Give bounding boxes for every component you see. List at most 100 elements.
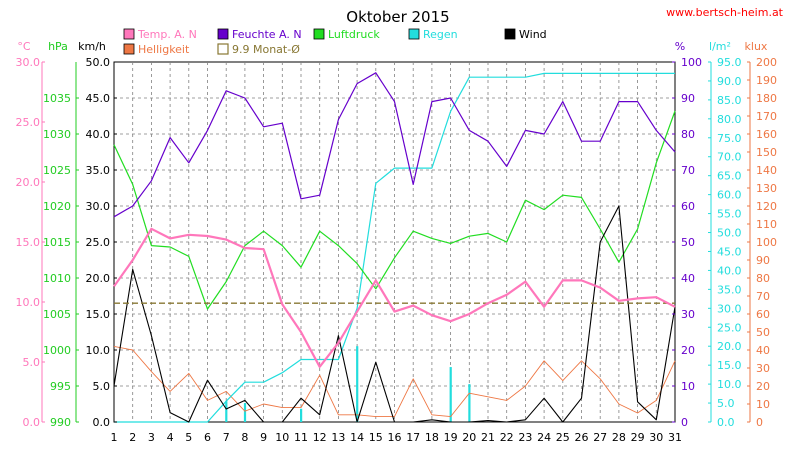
tick-label-lux: 0 [756, 416, 763, 429]
tick-label-lux: 70 [756, 290, 770, 303]
legend-label-feuchte-a-n: Feuchte A. N [232, 28, 302, 41]
legend-label-9-9-monat: 9.9 Monat-Ø [232, 43, 300, 56]
tick-label-rain: 95.0 [717, 56, 742, 69]
tick-label-lux: 180 [756, 92, 777, 105]
x-tick-label: 23 [518, 431, 532, 444]
tick-label-rain: 15.0 [717, 359, 742, 372]
series-feuchte-a-n [113, 72, 676, 218]
axis-unit-rain: l/m² [709, 40, 731, 53]
axis-unit-lux: klux [745, 40, 768, 53]
legend-swatch-regen [408, 28, 420, 40]
x-tick-label: 19 [444, 431, 458, 444]
tick-label-humidity: 20 [681, 344, 695, 357]
x-tick-label: 16 [388, 431, 402, 444]
series-temp-a-n [113, 227, 676, 368]
rain-bar-day-8 [243, 403, 247, 422]
tick-label-humidity: 0 [681, 416, 688, 429]
legend: Temp. A. N Feuchte A. N Luftdruck Regen Wind… [123, 28, 547, 56]
tick-label-humidity: 40 [681, 272, 695, 285]
tick-label-wind: 50.0 [86, 56, 111, 69]
tick-label-pressure: 990 [50, 416, 71, 429]
x-tick-label: 20 [462, 431, 476, 444]
tick-label-lux: 120 [756, 200, 777, 213]
x-tick-label: 17 [406, 431, 420, 444]
tick-label-rain: 25.0 [717, 321, 742, 334]
tick-label-pressure: 1020 [43, 200, 71, 213]
x-tick-label: 8 [241, 431, 248, 444]
rain-bar-day-7 [225, 401, 228, 422]
x-tick-label: 7 [223, 431, 230, 444]
grid [114, 62, 675, 422]
source-url: www.bertsch-heim.at [666, 6, 784, 19]
tick-label-pressure: 1035 [43, 92, 71, 105]
tick-label-rain: 0.0 [717, 416, 735, 429]
axis-unit-humidity: % [675, 40, 685, 53]
tick-label-wind: 20.0 [86, 272, 111, 285]
series-luftdruck [113, 110, 676, 310]
tick-label-wind: 5.0 [93, 380, 111, 393]
axis-unit-wind: km/h [78, 40, 106, 53]
tick-label-wind: 10.0 [86, 344, 111, 357]
tick-label-rain: 75.0 [717, 132, 742, 145]
tick-label-temp: 5.0 [23, 356, 41, 369]
x-tick-label: 24 [537, 431, 551, 444]
tick-label-pressure: 995 [50, 380, 71, 393]
tick-label-pressure: 1000 [43, 344, 71, 357]
tick-label-lux: 90 [756, 254, 770, 267]
tick-label-pressure: 1025 [43, 164, 71, 177]
tick-label-lux: 80 [756, 272, 770, 285]
x-tick-label: 18 [425, 431, 439, 444]
tick-label-rain: 55.0 [717, 208, 742, 221]
legend-label-helligkeit: Helligkeit [138, 43, 190, 56]
tick-label-temp: 10.0 [16, 296, 41, 309]
tick-label-wind: 35.0 [86, 164, 111, 177]
tick-label-lux: 110 [756, 218, 777, 231]
tick-label-wind: 45.0 [86, 92, 111, 105]
tick-label-rain: 40.0 [717, 264, 742, 277]
tick-label-rain: 70.0 [717, 151, 742, 164]
x-tick-label: 1 [111, 431, 118, 444]
tick-label-wind: 15.0 [86, 308, 111, 321]
x-tick-label: 5 [185, 431, 192, 444]
tick-label-rain: 5.0 [717, 397, 735, 410]
tick-label-rain: 50.0 [717, 227, 742, 240]
tick-label-lux: 200 [756, 56, 777, 69]
legend-swatch-9-9-monat [217, 43, 229, 55]
tick-label-lux: 170 [756, 110, 777, 123]
tick-label-humidity: 100 [681, 56, 702, 69]
tick-label-lux: 100 [756, 236, 777, 249]
tick-label-humidity: 90 [681, 92, 695, 105]
tick-label-rain: 30.0 [717, 302, 742, 315]
tick-label-temp: 20.0 [16, 176, 41, 189]
axis-unit-pressure: hPa [48, 40, 68, 53]
tick-label-humidity: 30 [681, 308, 695, 321]
tick-label-lux: 190 [756, 74, 777, 87]
tick-label-humidity: 10 [681, 380, 695, 393]
x-tick-label: 10 [275, 431, 289, 444]
legend-swatch-feuchte-a-n [217, 28, 229, 40]
rain-bars [225, 346, 471, 422]
tick-label-lux: 130 [756, 182, 777, 195]
tick-label-lux: 50 [756, 326, 770, 339]
tick-label-temp: 0.0 [23, 416, 41, 429]
tick-label-lux: 30 [756, 362, 770, 375]
legend-swatch-luftdruck [313, 28, 325, 40]
tick-label-lux: 140 [756, 164, 777, 177]
x-tick-label: 4 [167, 431, 174, 444]
tick-label-rain: 80.0 [717, 113, 742, 126]
tick-label-lux: 160 [756, 128, 777, 141]
tick-label-pressure: 1010 [43, 272, 71, 285]
tick-label-rain: 20.0 [717, 340, 742, 353]
x-tick-label: 12 [313, 431, 327, 444]
tick-label-lux: 60 [756, 308, 770, 321]
x-tick-label: 13 [331, 431, 345, 444]
tick-label-humidity: 80 [681, 128, 695, 141]
x-tick-label: 9 [260, 431, 267, 444]
x-tick-label: 21 [481, 431, 495, 444]
tick-label-rain: 35.0 [717, 283, 742, 296]
tick-label-wind: 30.0 [86, 200, 111, 213]
tick-label-lux: 10 [756, 398, 770, 411]
rain-bar-day-11 [300, 408, 303, 422]
series-regen [114, 72, 675, 423]
